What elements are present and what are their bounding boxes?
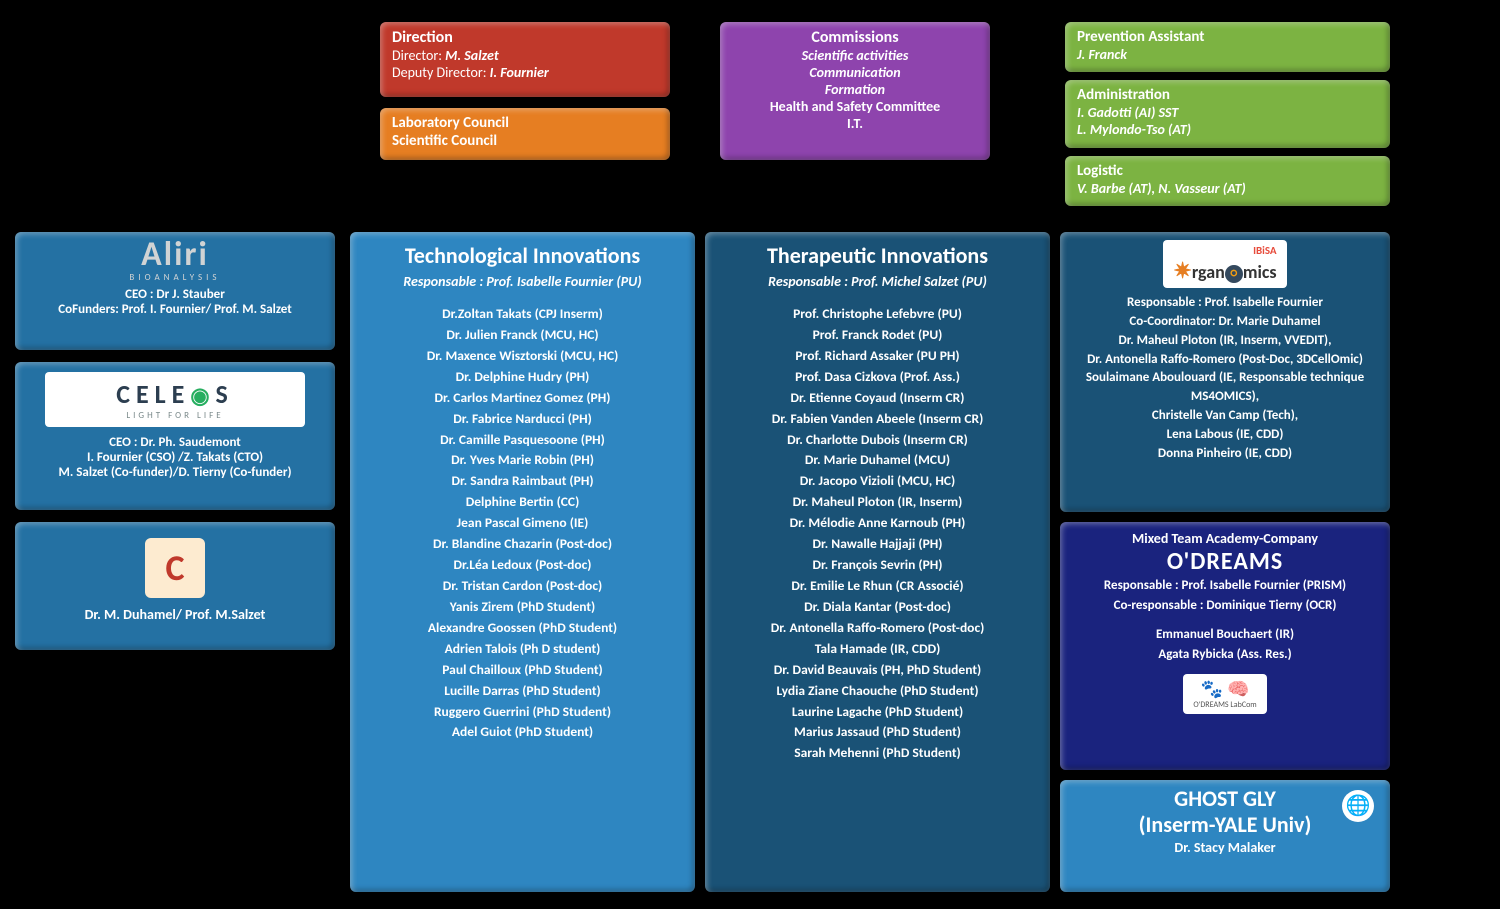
organomics-box: IBiSA ✷rgan○mics Responsable : Prof. Isa…: [1060, 232, 1390, 512]
administration-l2: L. Mylondo-Tso (AT): [1077, 121, 1378, 138]
ghost-box: 🌐 GHOST GLY (Inserm-YALE Univ) Dr. Stacy…: [1060, 780, 1390, 892]
c-line: Dr. M. Duhamel/ Prof. M.Salzet: [27, 606, 323, 623]
c-box: C Dr. M. Duhamel/ Prof. M.Salzet: [15, 522, 335, 650]
commissions-l3: Health and Safety Committee: [732, 98, 978, 115]
administration-box: Administration I. Gadotti (AI) SST L. My…: [1065, 80, 1390, 148]
logistic-box: Logistic V. Barbe (AT), N. Vasseur (AT): [1065, 156, 1390, 206]
tech-title: Technological Innovations: [362, 242, 683, 269]
gear-icon: ✷: [1173, 257, 1191, 284]
celeos-l2: I. Fournier (CSO) /Z. Takats (CTO): [27, 450, 323, 465]
fingerprint-icon: ◉: [190, 382, 215, 409]
prevention-title: Prevention Assistant: [1077, 28, 1378, 46]
councils-line1: Laboratory Council: [392, 114, 658, 132]
direction-box: Direction Director: M. Salzet Deputy Dir…: [380, 22, 670, 97]
tech-members: Dr.Zoltan Takats (CPJ Inserm) Dr. Julien…: [362, 304, 683, 743]
ghost-line: Dr. Stacy Malaker: [1072, 839, 1378, 856]
aliri-sublogo: BIOANALYSIS: [27, 272, 323, 283]
celeos-box: CELE◉S LIGHT FOR LIFE CEO : Dr. Ph. Saud…: [15, 362, 335, 510]
commissions-title: Commissions: [732, 28, 978, 47]
commissions-box: Commissions Scientific activities Commun…: [720, 22, 990, 160]
councils-line2: Scientific Council: [392, 132, 658, 150]
ther-subtitle: Responsable : Prof. Michel Salzet (PU): [717, 273, 1038, 290]
prevention-line: J. Franck: [1077, 46, 1378, 63]
aliri-logo: Aliri: [27, 238, 323, 272]
odreams-lines: Responsable : Prof. Isabelle Fournier (P…: [1072, 576, 1378, 664]
celeos-logo-wrap: CELE◉S LIGHT FOR LIFE: [45, 372, 305, 427]
celeos-sublogo: LIGHT FOR LIFE: [49, 410, 301, 421]
commissions-l0: Scientific activities: [732, 47, 978, 64]
celeos-logo: CELE◉S: [116, 378, 234, 410]
globe-icon: ○: [1225, 265, 1243, 283]
odreams-box: Mixed Team Academy-Company O'DREAMS Resp…: [1060, 522, 1390, 770]
logistic-line: V. Barbe (AT), N. Vasseur (AT): [1077, 180, 1378, 197]
tech-subtitle: Responsable : Prof. Isabelle Fournier (P…: [362, 273, 683, 290]
paw-icon: 🐾: [1201, 678, 1223, 700]
ghost-title2: (Inserm-YALE Univ): [1072, 812, 1378, 838]
odreams-top: Mixed Team Academy-Company: [1072, 530, 1378, 547]
aliri-l1: CEO : Dr J. Stauber: [27, 287, 323, 302]
commissions-l4: I.T.: [732, 115, 978, 132]
brain-icon: 🧠: [1227, 678, 1249, 700]
globe-icon: 🌐: [1342, 790, 1374, 822]
commissions-l1: Communication: [732, 64, 978, 81]
c-logo-icon: C: [145, 538, 205, 598]
ghost-title1: GHOST GLY: [1072, 786, 1378, 812]
celeos-l1: CEO : Dr. Ph. Saudemont: [27, 435, 323, 450]
logistic-title: Logistic: [1077, 162, 1378, 180]
therapeutic-innovations-box: Therapeutic Innovations Responsable : Pr…: [705, 232, 1050, 892]
organomics-lines: Responsable : Prof. Isabelle Fournier Co…: [1072, 294, 1378, 464]
organomics-logo: IBiSA ✷rgan○mics: [1163, 240, 1286, 288]
aliri-box: Aliri BIOANALYSIS CEO : Dr J. Stauber Co…: [15, 232, 335, 350]
odreams-title: O'DREAMS: [1072, 547, 1378, 576]
ther-members: Prof. Christophe Lefebvre (PU) Prof. Fra…: [717, 304, 1038, 764]
odreams-logo: 🐾 🧠 O'DREAMS LabCom: [1183, 674, 1266, 714]
ther-title: Therapeutic Innovations: [717, 242, 1038, 269]
celeos-l3: M. Salzet (Co-funder)/D. Tierny (Co-fund…: [27, 465, 323, 480]
direction-line2: Deputy Director: I. Fournier: [392, 64, 658, 81]
administration-l1: I. Gadotti (AI) SST: [1077, 104, 1378, 121]
prevention-box: Prevention Assistant J. Franck: [1065, 22, 1390, 72]
aliri-l2: CoFunders: Prof. I. Fournier/ Prof. M. S…: [27, 302, 323, 317]
direction-title: Direction: [392, 28, 658, 47]
commissions-l2: Formation: [732, 81, 978, 98]
tech-innovations-box: Technological Innovations Responsable : …: [350, 232, 695, 892]
councils-box: Laboratory Council Scientific Council: [380, 108, 670, 160]
administration-title: Administration: [1077, 86, 1378, 104]
direction-line1: Director: M. Salzet: [392, 47, 658, 64]
